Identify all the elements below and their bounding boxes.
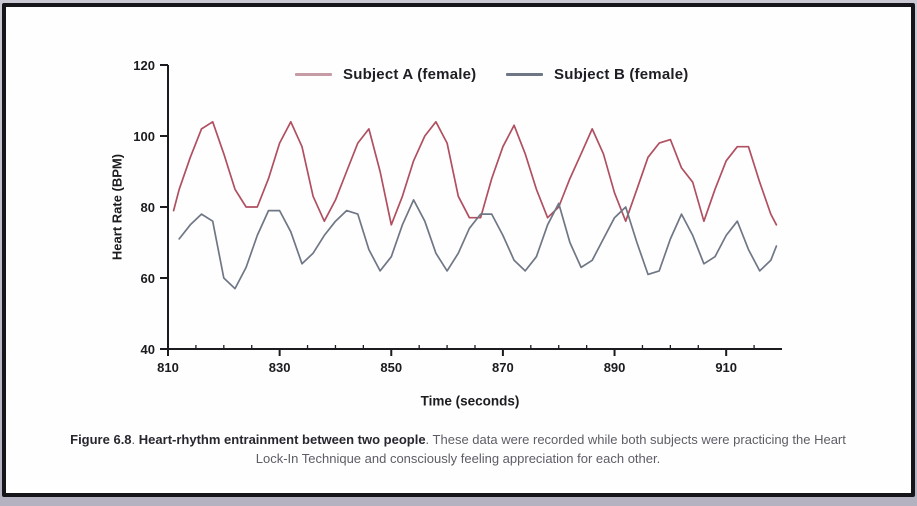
caption-separator-1: . [131, 432, 139, 447]
subject-a-line-swatch [295, 72, 332, 76]
x-axis-title: Time (seconds) [420, 393, 520, 409]
legend-item-subject-b: Subject B (female) [506, 65, 689, 83]
caption-title: Heart-rhythm entrainment between two peo… [138, 432, 426, 447]
caption-body: These data were recorded while both subj… [255, 432, 846, 466]
figure-caption: Figure 6.8. Heart-rhythm entrainment bet… [68, 430, 848, 468]
y-axis-title: Heart Rate (BPM) [109, 153, 125, 261]
subject-b-line-swatch [506, 72, 543, 76]
legend-label-subject-a: Subject A (female) [343, 65, 477, 83]
legend-label-subject-b: Subject B (female) [554, 65, 689, 83]
legend-item-subject-a: Subject A (female) [295, 65, 477, 83]
caption-separator-2: . [425, 432, 433, 447]
caption-figure-label: Figure 6.8 [70, 432, 132, 447]
